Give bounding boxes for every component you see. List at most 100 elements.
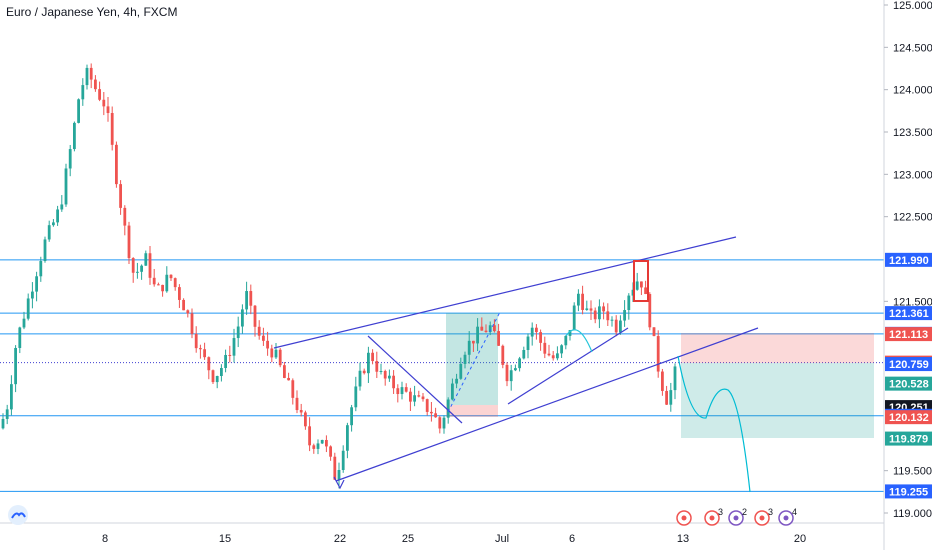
candle-129 — [543, 336, 547, 359]
candle-7 — [31, 282, 34, 309]
candle-68 — [287, 372, 290, 381]
candle-52 — [220, 364, 223, 382]
candle-94 — [396, 384, 400, 403]
candle-98 — [413, 385, 416, 407]
candle-48 — [203, 342, 206, 360]
candle-59 — [249, 284, 253, 315]
highlight-box — [633, 260, 649, 302]
candle-75 — [316, 439, 320, 455]
candle-62 — [262, 327, 265, 346]
candle-141 — [593, 307, 597, 324]
event-marker-count: 2 — [742, 507, 747, 517]
candle-130 — [547, 344, 551, 357]
candles — [1, 63, 677, 489]
candle-125 — [526, 333, 530, 359]
candle-72 — [304, 410, 307, 430]
drawings — [273, 236, 759, 493]
candle-159 — [669, 382, 673, 412]
candle-63 — [266, 331, 269, 356]
chart-title: Euro / Japanese Yen, 4h, FXCM — [6, 5, 177, 19]
candle-35 — [148, 246, 152, 285]
long-stop-zone — [446, 405, 498, 417]
price-tag-120.528: 120.528 — [885, 376, 932, 391]
candle-118 — [497, 323, 500, 346]
candle-96 — [404, 383, 408, 393]
price-projection-path — [677, 355, 751, 493]
candle-22 — [94, 75, 97, 92]
y-tick-label-7: 119.500 — [893, 466, 932, 478]
candle-3 — [14, 345, 17, 393]
price-axis[interactable]: 125.000 124.500 124.000 123.500 123.000 122.5… — [883, 0, 932, 550]
candle-21 — [89, 63, 93, 89]
x-tick-label-0: 8 — [102, 533, 108, 545]
candle-147 — [619, 315, 622, 335]
candle-80 — [337, 462, 341, 489]
event-marker-0[interactable] — [676, 510, 692, 526]
candle-53 — [224, 349, 227, 373]
candle-0 — [1, 413, 5, 430]
candle-143 — [602, 302, 605, 320]
candle-69 — [291, 378, 295, 405]
event-marker-1[interactable]: 3 — [704, 507, 723, 526]
candle-155 — [652, 327, 656, 337]
candle-85 — [358, 362, 362, 391]
candle-34 — [144, 250, 148, 266]
candle-54 — [228, 345, 232, 363]
y-tick-label-0: 125.000 — [893, 0, 932, 12]
candle-37 — [157, 282, 160, 286]
short-stop-zone — [681, 333, 874, 363]
candle-124 — [522, 346, 526, 360]
event-marker-3[interactable]: 3 — [754, 507, 773, 526]
candle-41 — [173, 277, 177, 291]
candle-70 — [295, 390, 299, 414]
candle-6 — [26, 293, 30, 321]
candle-26 — [110, 106, 114, 151]
candle-67 — [283, 361, 286, 379]
price-tag-120.759: 120.759 — [885, 357, 932, 372]
candle-114 — [480, 317, 484, 331]
event-marker-4[interactable]: 4 — [778, 507, 797, 526]
candle-119 — [501, 344, 505, 369]
candle-126 — [530, 322, 534, 346]
candle-81 — [341, 445, 345, 473]
candle-36 — [152, 268, 156, 287]
candle-110 — [463, 351, 467, 369]
candle-91 — [383, 369, 387, 386]
event-marker-count: 3 — [768, 507, 773, 517]
candle-29 — [123, 205, 127, 236]
price-tag-label: 120.132 — [889, 412, 929, 424]
candle-138 — [581, 285, 584, 315]
candle-73 — [308, 417, 311, 452]
candle-105 — [442, 415, 446, 434]
y-tick-label-4: 123.000 — [893, 169, 932, 181]
candle-56 — [236, 316, 240, 348]
candle-120 — [505, 362, 509, 387]
candle-156 — [656, 330, 660, 378]
candle-145 — [610, 316, 614, 327]
price-tag-bg — [885, 410, 932, 425]
candle-42 — [178, 284, 181, 308]
candle-136 — [572, 302, 576, 331]
candle-11 — [47, 220, 51, 242]
price-tag-bg — [885, 431, 932, 446]
price-tag-bg — [885, 306, 932, 321]
candle-149 — [627, 293, 631, 320]
candle-90 — [379, 363, 383, 375]
price-tag-121.361: 121.361 — [885, 306, 932, 321]
price-tag-120.132: 120.132 — [885, 410, 932, 425]
candle-116 — [488, 321, 492, 336]
x-tick-label-1: 15 — [219, 533, 231, 545]
event-marker-2[interactable]: 2 — [728, 507, 747, 526]
candle-83 — [350, 404, 353, 432]
price-tag-119.879: 119.879 — [885, 431, 932, 446]
candle-9 — [39, 256, 43, 282]
candle-55 — [232, 328, 236, 363]
x-tick-label-7: 20 — [794, 533, 806, 545]
candle-46 — [194, 326, 198, 353]
candle-154 — [648, 292, 652, 331]
candle-160 — [673, 363, 677, 400]
x-tick-label-2: 22 — [334, 533, 346, 545]
candle-152 — [640, 281, 643, 296]
candle-33 — [140, 264, 143, 280]
